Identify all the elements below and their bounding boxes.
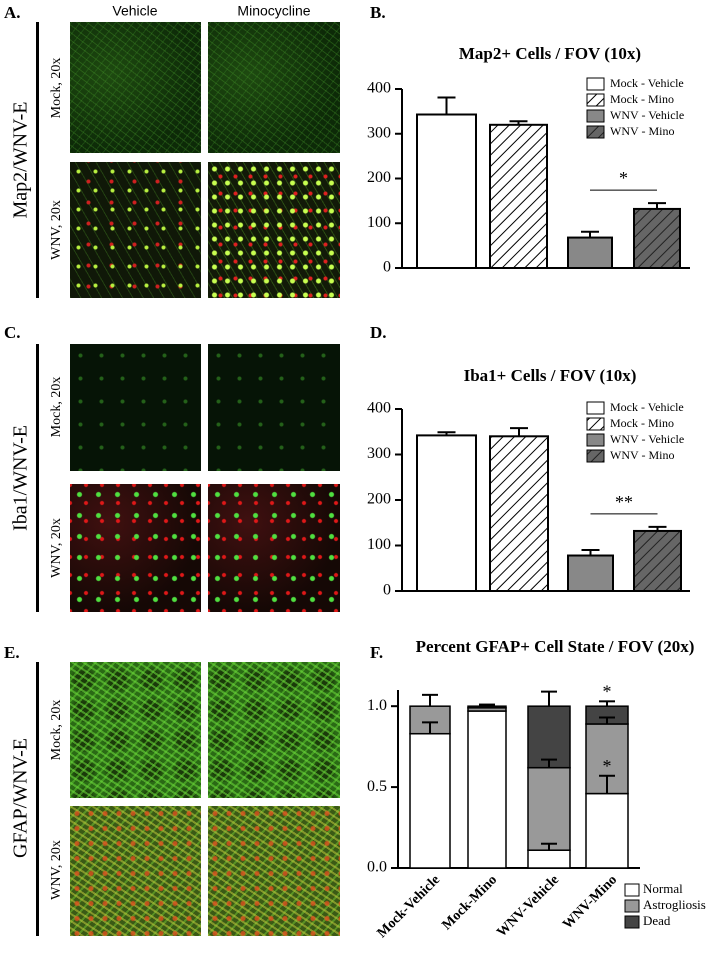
chart-title: Map2+ Cells / FOV (10x) bbox=[459, 44, 641, 63]
micrograph bbox=[70, 162, 201, 298]
legend-swatch bbox=[586, 93, 605, 107]
bar bbox=[489, 123, 548, 269]
significance-mark: ** bbox=[615, 492, 633, 512]
bar bbox=[489, 435, 549, 592]
y-tick-label: 300 bbox=[367, 445, 391, 462]
panel-label: F. bbox=[370, 643, 383, 662]
column-header: Vehicle bbox=[112, 3, 157, 19]
row-label: Map2/WNV-E bbox=[10, 101, 32, 218]
y-tick-label: 0.5 bbox=[367, 778, 387, 795]
y-tick-label: 200 bbox=[367, 169, 391, 186]
micrograph bbox=[208, 484, 340, 612]
y-tick-label: 400 bbox=[367, 400, 391, 417]
bar-segment bbox=[467, 705, 507, 709]
legend-label: Normal bbox=[643, 881, 683, 896]
legend-label: Mock - Vehicle bbox=[610, 76, 684, 90]
bar-segment bbox=[409, 732, 451, 869]
bar-segment bbox=[527, 849, 571, 869]
row-label: Iba1/WNV-E bbox=[10, 425, 32, 531]
legend-swatch bbox=[586, 77, 605, 91]
legend-label: WNV - Mino bbox=[610, 124, 674, 138]
y-tick-label: 300 bbox=[367, 124, 391, 141]
micrograph bbox=[70, 806, 201, 936]
column-header: Minocycline bbox=[237, 3, 310, 19]
legend-label: Dead bbox=[643, 913, 671, 928]
x-tick-label: Mock-Vehicle bbox=[375, 872, 444, 941]
y-tick-label: 400 bbox=[367, 80, 391, 97]
legend-label: WNV - Vehicle bbox=[610, 108, 684, 122]
micrograph bbox=[70, 344, 201, 471]
significance-mark: * bbox=[603, 756, 612, 776]
row-bar bbox=[36, 662, 39, 936]
condition-label: WNV, 20x bbox=[49, 200, 64, 260]
x-tick-label: WNV-Mino bbox=[560, 872, 620, 932]
chart-title: Percent GFAP+ Cell State / FOV (20x) bbox=[416, 637, 695, 656]
micrograph bbox=[208, 22, 340, 153]
bar bbox=[416, 113, 477, 269]
significance-mark: * bbox=[603, 681, 612, 701]
row-bar bbox=[36, 344, 39, 612]
y-tick-label: 100 bbox=[367, 214, 391, 231]
bar-segment bbox=[467, 710, 507, 869]
legend-swatch bbox=[586, 109, 605, 123]
bar-segment bbox=[585, 792, 629, 869]
micrograph bbox=[70, 662, 201, 798]
row-label: GFAP/WNV-E bbox=[10, 738, 32, 858]
condition-label: WNV, 20x bbox=[49, 518, 64, 578]
panel-label: B. bbox=[370, 3, 386, 22]
x-tick-label: WNV-Vehicle bbox=[494, 872, 562, 940]
condition-label: Mock, 20x bbox=[49, 377, 64, 438]
legend-label: Mock - Mino bbox=[610, 416, 674, 430]
bar-segment bbox=[527, 766, 571, 851]
y-tick-label: 0 bbox=[383, 259, 391, 276]
panel-label: D. bbox=[370, 323, 387, 342]
legend-swatch bbox=[624, 883, 640, 897]
legend-label: WNV - Vehicle bbox=[610, 432, 684, 446]
y-tick-label: 100 bbox=[367, 536, 391, 553]
row-bar bbox=[36, 22, 39, 298]
legend-swatch bbox=[586, 433, 605, 447]
legend-swatch bbox=[586, 417, 605, 431]
y-tick-label: 0 bbox=[383, 582, 391, 599]
micrograph bbox=[208, 162, 340, 298]
bar-segment bbox=[527, 705, 571, 769]
y-tick-label: 200 bbox=[367, 491, 391, 508]
legend-swatch bbox=[586, 125, 605, 139]
significance-mark: * bbox=[619, 168, 628, 188]
legend-label: WNV - Mino bbox=[610, 448, 674, 462]
x-tick-label: Mock-Mino bbox=[439, 872, 500, 933]
legend-swatch bbox=[624, 915, 640, 929]
condition-label: Mock, 20x bbox=[49, 700, 64, 761]
panel-label: C. bbox=[4, 323, 21, 342]
bar bbox=[416, 434, 477, 593]
condition-label: Mock, 20x bbox=[49, 58, 64, 119]
condition-label: WNV, 20x bbox=[49, 840, 64, 900]
panel-label: E. bbox=[4, 643, 20, 662]
legend-label: Mock - Vehicle bbox=[610, 400, 684, 414]
panel-label: A. bbox=[4, 3, 21, 22]
legend-swatch bbox=[624, 899, 640, 913]
bar bbox=[567, 554, 614, 593]
micrograph bbox=[208, 806, 340, 936]
bar bbox=[567, 236, 613, 270]
y-tick-label: 1.0 bbox=[367, 697, 387, 714]
legend-swatch bbox=[586, 449, 605, 463]
chart-title: Iba1+ Cells / FOV (10x) bbox=[464, 366, 637, 385]
micrograph bbox=[70, 484, 201, 612]
micrograph bbox=[208, 662, 340, 798]
y-tick-label: 0.0 bbox=[367, 859, 387, 876]
micrograph bbox=[208, 344, 340, 471]
legend-label: Astrogliosis bbox=[643, 897, 706, 912]
legend-label: Mock - Mino bbox=[610, 92, 674, 106]
bar bbox=[633, 529, 682, 593]
bar bbox=[633, 207, 681, 269]
micrograph bbox=[70, 22, 201, 153]
legend-swatch bbox=[586, 401, 605, 415]
